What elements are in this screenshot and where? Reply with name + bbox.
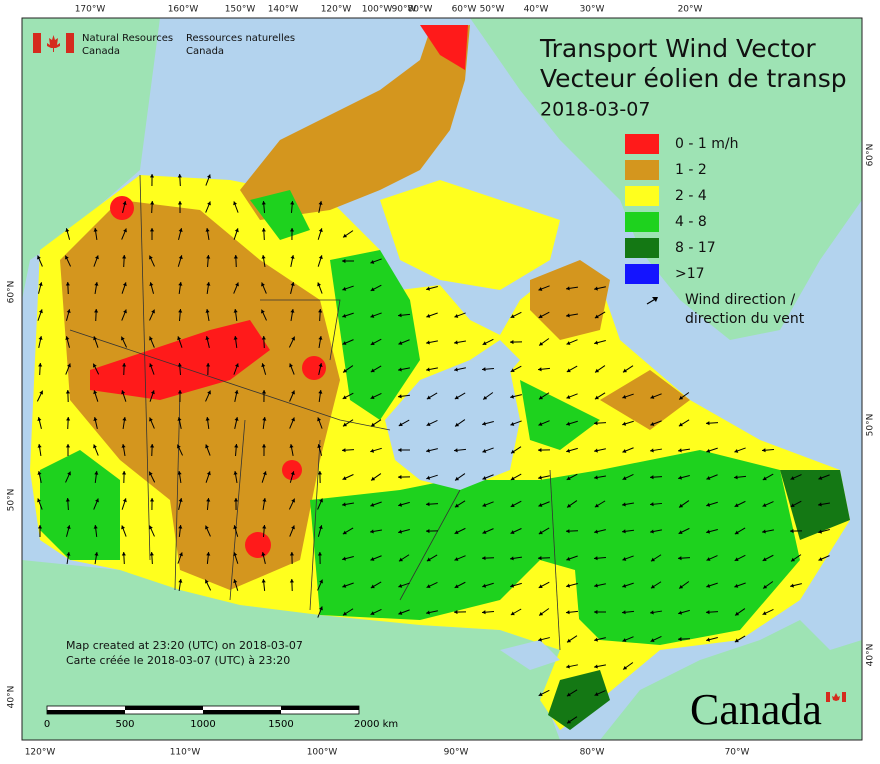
lat-label: 60°N bbox=[866, 144, 876, 167]
lon-label: 90°W bbox=[444, 748, 469, 758]
lon-label: 20°W bbox=[678, 5, 703, 15]
legend-swatch bbox=[625, 186, 659, 206]
title-en: Transport Wind Vector bbox=[539, 34, 816, 63]
scale-seg bbox=[203, 710, 281, 714]
lon-label: 120°W bbox=[25, 748, 56, 758]
lon-label: 100°W bbox=[362, 5, 393, 15]
lon-label: 80°W bbox=[408, 5, 433, 15]
lon-label: 140°W bbox=[268, 5, 299, 15]
legend-swatch bbox=[625, 238, 659, 258]
lon-label: 170°W bbox=[75, 5, 106, 15]
lon-label: 110°W bbox=[170, 748, 201, 758]
arrow-label: direction du vent bbox=[685, 311, 805, 327]
scale-seg bbox=[125, 706, 203, 710]
title-fr: Vecteur éolien de transp bbox=[540, 64, 847, 93]
scale-label: 1000 bbox=[190, 719, 215, 730]
scale-seg bbox=[281, 706, 359, 710]
lat-label: 60°N bbox=[7, 281, 17, 304]
lon-label: 30°W bbox=[580, 5, 605, 15]
agency-fr: Canada bbox=[186, 46, 224, 57]
lat-label: 40°N bbox=[866, 644, 876, 667]
lon-label: 120°W bbox=[321, 5, 352, 15]
map-date: 2018-03-07 bbox=[540, 99, 650, 121]
scale-seg bbox=[47, 710, 125, 714]
lon-label: 160°W bbox=[168, 5, 199, 15]
scale-label: 1500 bbox=[268, 719, 293, 730]
scale-label: 0 bbox=[44, 719, 50, 730]
lon-label: 40°W bbox=[524, 5, 549, 15]
zone-red-3 bbox=[302, 356, 326, 380]
arrow-label: Wind direction / bbox=[685, 292, 795, 308]
lon-label: 60°W bbox=[452, 5, 477, 15]
canada-wordmark: Canada bbox=[690, 685, 822, 734]
flag-bar bbox=[826, 692, 830, 702]
flag-bar bbox=[33, 33, 41, 53]
legend-label: 0 - 1 m/h bbox=[675, 136, 738, 152]
lon-label: 150°W bbox=[225, 5, 256, 15]
lon-label: 80°W bbox=[580, 748, 605, 758]
lat-label: 50°N bbox=[7, 489, 17, 512]
flag-bar bbox=[66, 33, 74, 53]
legend-swatch bbox=[625, 160, 659, 180]
legend-label: 8 - 17 bbox=[675, 240, 716, 256]
flag-bar bbox=[842, 692, 846, 702]
zone-yellow-ontario bbox=[540, 560, 580, 630]
agency-en: Natural Resources bbox=[82, 33, 173, 44]
legend-label: 2 - 4 bbox=[675, 188, 707, 204]
legend-label: 4 - 8 bbox=[675, 214, 707, 230]
map-note: Map created at 23:20 (UTC) on 2018-03-07 bbox=[66, 639, 303, 652]
lat-label: 40°N bbox=[7, 686, 17, 709]
zone-red-2 bbox=[110, 196, 134, 220]
agency-en: Canada bbox=[82, 46, 120, 57]
legend-swatch bbox=[625, 134, 659, 154]
lat-label: 50°N bbox=[866, 414, 876, 437]
scale-label: 2000 km bbox=[354, 719, 398, 730]
lon-label: 70°W bbox=[725, 748, 750, 758]
legend-swatch bbox=[625, 264, 659, 284]
legend-label: 1 - 2 bbox=[675, 162, 707, 178]
scale-label: 500 bbox=[115, 719, 134, 730]
legend-label: >17 bbox=[675, 266, 705, 282]
agency-fr: Ressources naturelles bbox=[186, 33, 295, 44]
map-body bbox=[22, 18, 862, 740]
lon-label: 50°W bbox=[480, 5, 505, 15]
map-note: Carte créée le 2018-03-07 (UTC) à 23:20 bbox=[66, 654, 290, 667]
legend-swatch bbox=[625, 212, 659, 232]
lon-label: 100°W bbox=[307, 748, 338, 758]
wordmark-flag bbox=[826, 692, 846, 702]
zone-red-5 bbox=[245, 532, 271, 558]
